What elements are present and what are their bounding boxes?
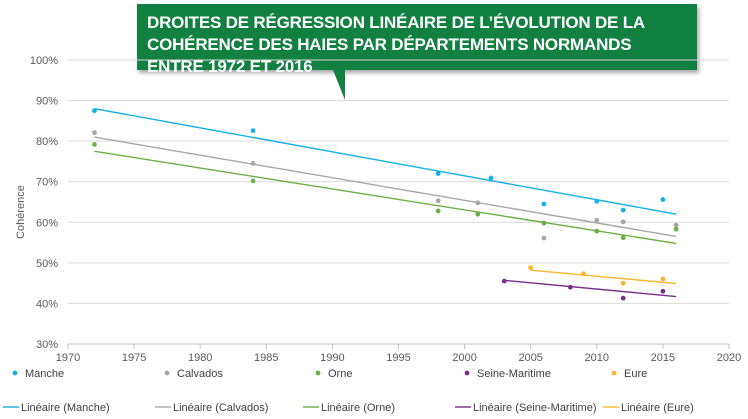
data-points: [92, 108, 679, 301]
legend-label: Linéaire (Eure): [621, 402, 694, 414]
legend-marker: [315, 370, 321, 376]
data-point: [541, 235, 547, 241]
trendline: [94, 150, 677, 245]
data-point: [673, 222, 679, 228]
data-point: [660, 276, 666, 282]
chart-title-banner: Droites de régression linéaire de l’évol…: [137, 4, 697, 76]
y-tick-label: 40%: [36, 298, 58, 310]
legend-label: Manche: [25, 368, 64, 380]
data-point: [620, 280, 626, 286]
x-tick-label: 2005: [518, 352, 542, 364]
data-point: [541, 201, 547, 207]
data-point: [501, 278, 507, 284]
y-tick-label: 80%: [36, 136, 58, 148]
trendline: [504, 279, 677, 298]
x-tick-label: 1985: [254, 352, 278, 364]
legend-label: Seine-Maritime: [477, 368, 551, 380]
data-point: [541, 220, 547, 226]
y-tick-label: 30%: [36, 339, 58, 351]
data-point: [620, 235, 626, 241]
trendline: [94, 107, 677, 215]
legend-marker: [164, 370, 170, 376]
legend-marker: [611, 370, 617, 376]
legend-label: Linéaire (Orne): [321, 402, 395, 414]
legend-label: Linéaire (Calvados): [173, 402, 268, 414]
chart-title: Droites de régression linéaire de l’évol…: [147, 13, 645, 76]
data-point: [92, 130, 97, 136]
data-point: [594, 198, 600, 204]
gridlines: [68, 59, 729, 345]
y-tick-label: 60%: [36, 217, 58, 229]
data-point: [250, 161, 256, 166]
x-tick-label: 1990: [320, 352, 344, 364]
data-point: [594, 217, 600, 223]
data-point: [567, 284, 573, 290]
data-point: [92, 141, 97, 147]
data-point: [581, 271, 586, 277]
title-banner-pointer: [333, 70, 345, 100]
axes: 30% 40% 50% 60% 70% 80% 90% 100% 1970 1975 1980 198…: [15, 55, 741, 364]
x-tick-label: 2015: [651, 352, 675, 364]
data-point: [620, 207, 626, 213]
data-point: [673, 226, 679, 232]
data-point: [620, 295, 626, 301]
y-tick-label: 90%: [36, 96, 58, 108]
x-tick-label: 1970: [56, 352, 80, 364]
y-tick-label: 50%: [36, 258, 58, 270]
trendlines: [94, 107, 677, 298]
legend-label: Linéaire (Seine-Maritime): [473, 402, 597, 414]
data-point: [92, 108, 97, 114]
legend-marker: [464, 370, 470, 376]
legend-label: Orne: [328, 368, 352, 380]
data-point: [250, 128, 256, 133]
data-point: [435, 198, 441, 204]
legend-label: Eure: [624, 368, 647, 380]
trendline: [94, 136, 677, 238]
x-tick-label: 2010: [585, 352, 609, 364]
y-axis-title: Cohérence: [15, 185, 27, 239]
trendline: [530, 269, 677, 285]
data-point: [435, 208, 441, 214]
data-point: [528, 265, 534, 271]
legend-label: Linéaire (Manche): [21, 402, 110, 414]
x-tick-label: 1980: [188, 352, 212, 364]
legend-marker: [12, 370, 18, 376]
data-point: [620, 219, 626, 225]
y-tick-label: 70%: [36, 177, 58, 189]
x-tick-label: 2020: [717, 352, 741, 364]
data-point: [475, 211, 481, 217]
data-point: [594, 228, 600, 234]
x-tick-label: 2000: [452, 352, 476, 364]
data-point: [435, 171, 441, 177]
data-point: [475, 200, 481, 206]
legend: Manche Calvados Orne Seine-Maritime Eure Liné…: [3, 368, 694, 414]
data-point: [488, 175, 494, 181]
x-tick-label: 1975: [122, 352, 146, 364]
y-tick-label: 100%: [30, 55, 58, 67]
legend-label: Calvados: [177, 368, 223, 380]
data-point: [660, 288, 666, 294]
data-point: [250, 178, 256, 184]
data-point: [660, 197, 666, 202]
x-tick-label: 1995: [386, 352, 410, 364]
